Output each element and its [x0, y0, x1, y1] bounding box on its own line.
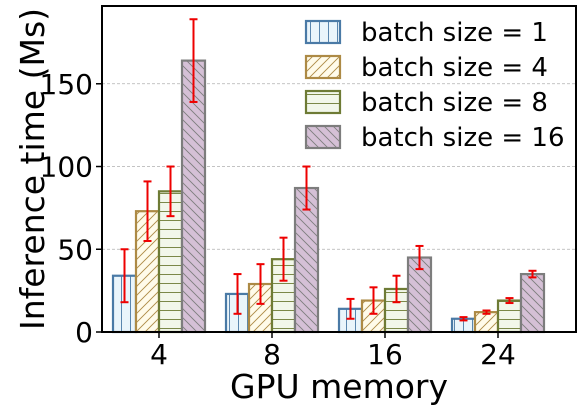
- error-bar: [302, 165, 311, 211]
- bar: [473, 311, 500, 334]
- error-bar: [279, 236, 288, 282]
- error-bar: [528, 269, 537, 279]
- legend-swatch: [304, 89, 342, 115]
- y-axis-label: Inference time (Ms): [13, 8, 52, 330]
- x-tick-label: 24: [480, 338, 516, 371]
- grid-lines: [102, 83, 576, 250]
- legend-label: batch size = 4: [361, 53, 548, 83]
- legend-label: batch size = 16: [361, 123, 564, 153]
- bar: [519, 272, 546, 334]
- y-tick-label: 50: [57, 233, 93, 266]
- y-tick-label: 100: [40, 151, 93, 184]
- y-tick-label: 150: [40, 68, 93, 101]
- legend: batch size = 1 batch size = 4 batch size =…: [304, 18, 564, 153]
- x-tick-label: 8: [263, 338, 281, 371]
- x-tick-label: 4: [150, 338, 168, 371]
- y-tick-label: 0: [75, 316, 93, 349]
- error-bar: [256, 263, 265, 305]
- y-axis-ticks: 0 50 100 150: [40, 68, 102, 349]
- legend-swatch: [304, 19, 342, 45]
- legend-label: batch size = 8: [361, 88, 548, 118]
- error-bar: [346, 297, 355, 320]
- x-axis-label: GPU memory: [230, 367, 448, 406]
- error-bar: [233, 273, 242, 315]
- legend-swatch: [304, 124, 342, 150]
- error-bars: [120, 18, 537, 322]
- legend-label: batch size = 1: [361, 18, 548, 48]
- legend-swatch: [304, 54, 342, 80]
- error-bar: [120, 248, 129, 304]
- x-tick-label: 16: [367, 338, 403, 371]
- error-bar: [482, 309, 491, 315]
- error-bar: [189, 18, 198, 103]
- x-axis-ticks: 4 8 16 24: [150, 332, 516, 371]
- error-bar: [166, 165, 175, 218]
- error-bar: [143, 180, 152, 242]
- error-bar: [392, 274, 401, 304]
- error-bar: [505, 297, 514, 305]
- error-bar: [415, 244, 424, 271]
- bar: [496, 299, 523, 334]
- plot-area-frame: [101, 5, 577, 333]
- error-bar: [459, 316, 468, 322]
- error-bar: [369, 286, 378, 315]
